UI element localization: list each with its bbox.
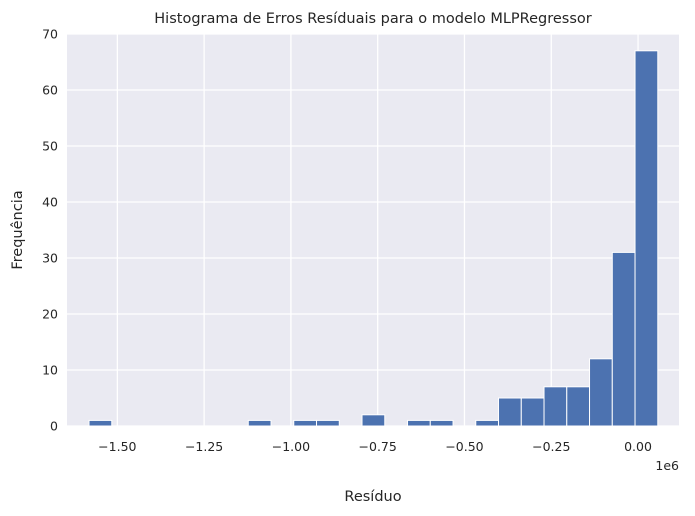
y-axis-label: Frequência (10, 190, 26, 269)
y-tick-label: 10 (42, 363, 58, 378)
histogram-bar (88, 419, 113, 427)
y-tick-label: 20 (42, 307, 58, 322)
histogram-bar (566, 386, 591, 427)
x-tick-label: −0.50 (445, 439, 483, 454)
histogram-bar (543, 386, 568, 427)
y-tick-label: 40 (42, 195, 58, 210)
x-tick-label: 0.00 (624, 439, 652, 454)
histogram-bar (361, 414, 386, 427)
y-tick-label: 50 (42, 139, 58, 154)
x-tick-labels: −1.50 −1.25 −1.00 −0.75 −0.50 −0.25 0.00 (98, 439, 652, 454)
histogram-bar (634, 50, 659, 427)
x-tick-label: −1.50 (98, 439, 136, 454)
histogram-bar (611, 251, 636, 427)
histogram-bar (520, 397, 545, 427)
y-tick-label: 30 (42, 251, 58, 266)
histogram-bar (589, 358, 613, 427)
grid-lines (67, 33, 679, 427)
x-offset-text: 1e6 (655, 458, 679, 473)
x-tick-label: −0.25 (532, 439, 570, 454)
chart-title: Histograma de Erros Resíduais para o mod… (154, 11, 591, 27)
histogram-bar (316, 419, 340, 427)
x-tick-label: −0.75 (359, 439, 397, 454)
histogram-bar (407, 419, 431, 427)
histogram-bar (475, 419, 500, 427)
histogram-bars (88, 50, 659, 427)
histogram-bar (429, 419, 454, 427)
x-axis-label: Resíduo (344, 489, 401, 505)
histogram-bar (498, 397, 522, 427)
histogram-bar (247, 419, 272, 427)
y-tick-label: 0 (50, 419, 58, 434)
plot-area (67, 34, 679, 426)
x-tick-label: −1.25 (185, 439, 223, 454)
y-tick-label: 70 (42, 27, 58, 42)
y-tick-labels: 0 10 20 30 40 50 60 70 (42, 27, 58, 434)
y-tick-label: 60 (42, 83, 58, 98)
histogram-bar (293, 419, 318, 427)
x-tick-label: −1.00 (272, 439, 310, 454)
